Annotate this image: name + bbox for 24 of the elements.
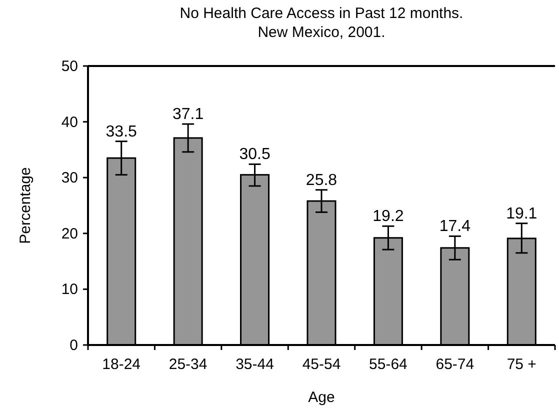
x-tick-label: 55-64: [369, 356, 408, 373]
data-label: 19.2: [372, 208, 404, 226]
x-tick-label: 25-34: [168, 356, 208, 373]
y-tick-label: 0: [70, 337, 78, 354]
y-tick-label: 40: [61, 114, 78, 131]
y-tick-label: 10: [61, 281, 78, 298]
chart-title: No Health Care Access in Past 12 months.: [180, 5, 464, 22]
x-axis-title: Age: [308, 389, 335, 406]
data-label: 33.5: [106, 123, 138, 140]
x-tick-label: 65-74: [436, 356, 474, 373]
data-label: 25.8: [306, 172, 338, 189]
data-label: 30.5: [239, 146, 270, 164]
y-tick-label: 30: [61, 170, 78, 187]
x-tick-label: 45-54: [302, 356, 341, 373]
x-tick-label: 18-24: [102, 356, 141, 373]
chart-subtitle: New Mexico, 2001.: [258, 24, 386, 41]
x-tick-label: 35-44: [236, 356, 274, 373]
y-tick-label: 20: [61, 225, 78, 242]
y-tick-label: 50: [61, 58, 78, 75]
y-axis-title: Percentage: [17, 167, 34, 244]
data-label: 19.1: [506, 205, 538, 222]
data-label: 37.1: [172, 106, 204, 124]
data-label: 17.4: [439, 218, 471, 236]
x-tick-label: 75 +: [506, 356, 537, 373]
